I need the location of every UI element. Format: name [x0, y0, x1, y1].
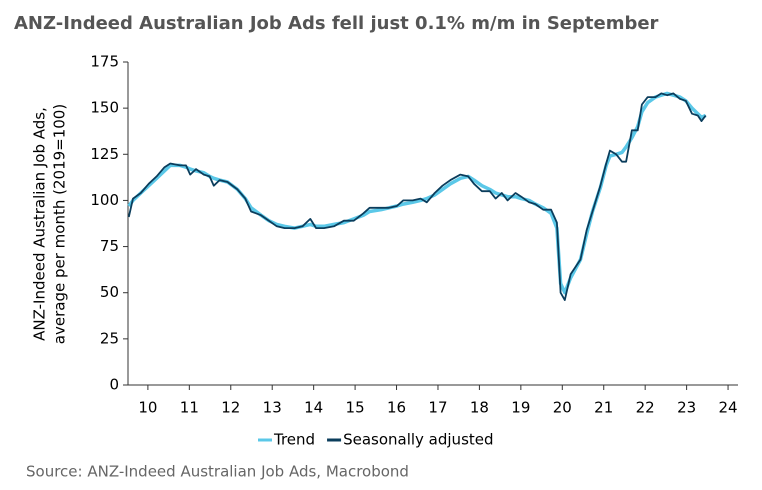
y-axis-label: ANZ-Indeed Australian Job Ads,	[31, 107, 49, 341]
source: Source: ANZ-Indeed Australian Job Ads, M…	[26, 463, 409, 481]
y-tick-label: 175	[90, 53, 119, 71]
y-tick-label: 150	[90, 99, 119, 117]
chart-title: ANZ-Indeed Australian Job Ads fell just …	[14, 13, 659, 34]
x-tick-label: 15	[346, 399, 365, 417]
x-tick-label: 12	[221, 399, 240, 417]
x-tick-label: 18	[470, 399, 489, 417]
series-line	[127, 92, 707, 301]
y-tick-label: 125	[90, 145, 119, 163]
x-tick-label: 21	[594, 399, 613, 417]
x-tick-label: 11	[180, 399, 199, 417]
legend-label: Trend	[273, 431, 315, 449]
y-tick-label: 0	[109, 376, 119, 394]
x-tick-label: 14	[304, 399, 323, 417]
x-tick-label: 17	[428, 399, 447, 417]
x-tick-label: 23	[677, 399, 696, 417]
y-tick-label: 50	[100, 283, 119, 301]
x-tick-label: 24	[719, 399, 738, 417]
x-tick-label: 22	[636, 399, 655, 417]
y-tick-label: 75	[100, 237, 119, 255]
y-axis-label: average per month (2019=100)	[51, 104, 69, 344]
x-tick-label: 10	[138, 399, 157, 417]
y-tick-label: 100	[90, 191, 119, 209]
y-tick-label: 25	[100, 329, 119, 347]
series-line	[127, 91, 707, 295]
legend-label: Seasonally adjusted	[343, 431, 493, 449]
x-tick-label: 19	[511, 399, 530, 417]
x-tick-label: 16	[387, 399, 406, 417]
x-tick-label: 13	[263, 399, 282, 417]
x-tick-label: 20	[553, 399, 572, 417]
